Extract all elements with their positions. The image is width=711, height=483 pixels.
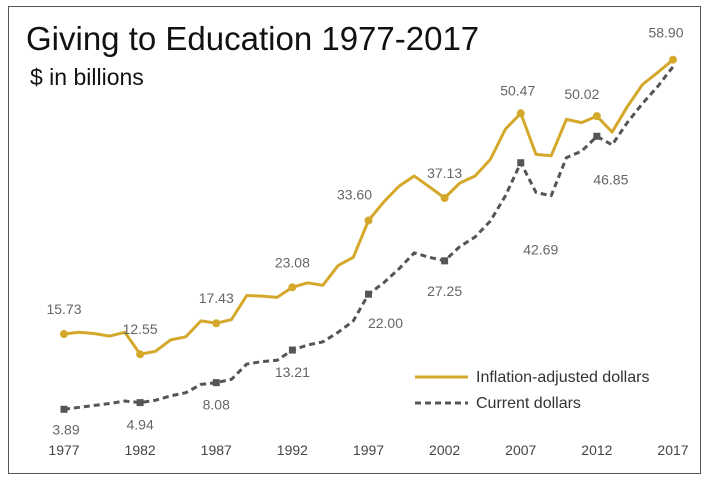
current-dollars-point bbox=[288, 346, 296, 354]
current-dollars-point bbox=[517, 159, 525, 167]
inflation-adjusted-point bbox=[288, 283, 297, 292]
inflation-adjusted-point bbox=[669, 55, 677, 64]
chart-title: Giving to Education 1977-2017 bbox=[26, 20, 480, 57]
legend-label: Inflation-adjusted dollars bbox=[476, 369, 649, 386]
legend: Inflation-adjusted dollars Current dollar… bbox=[415, 369, 649, 412]
current-dollars-data-label: 4.94 bbox=[127, 417, 154, 433]
inflation-adjusted-point bbox=[136, 350, 145, 359]
x-tick-label: 2002 bbox=[429, 442, 460, 458]
current-dollars-point bbox=[593, 132, 601, 140]
inflation-adjusted-point bbox=[364, 216, 373, 225]
series-points bbox=[60, 55, 677, 413]
current-dollars-point bbox=[441, 257, 449, 265]
inflation-adjusted-data-label: 15.73 bbox=[46, 301, 81, 317]
chart-frame bbox=[8, 6, 701, 474]
current-dollars-data-label: 8.08 bbox=[203, 397, 230, 413]
x-tick-label: 1992 bbox=[277, 442, 308, 458]
inflation-adjusted-point bbox=[516, 109, 525, 118]
current-dollars-data-label: 13.21 bbox=[275, 364, 310, 380]
current-dollars-data-label: 22.00 bbox=[368, 315, 403, 331]
current-dollars-point bbox=[212, 379, 220, 387]
inflation-adjusted-point bbox=[592, 112, 601, 121]
x-tick-label: 2007 bbox=[505, 442, 536, 458]
series-lines bbox=[63, 58, 675, 411]
current-dollars-point bbox=[136, 399, 144, 407]
inflation-adjusted-point bbox=[60, 330, 68, 339]
inflation-adjusted-point bbox=[440, 194, 449, 203]
x-tick-labels: 1977 1982 1987 1992 1997 2002 2007 2012 2017 bbox=[48, 442, 688, 458]
current-dollars-data-label: 42.69 bbox=[523, 242, 558, 258]
x-tick-label: 2012 bbox=[581, 442, 612, 458]
current-dollars-point bbox=[365, 290, 372, 298]
current-dollars-data-label: 3.89 bbox=[52, 421, 79, 437]
x-tick-label: 1982 bbox=[125, 442, 156, 458]
inflation-adjusted-data-label: 50.02 bbox=[564, 86, 599, 102]
inflation-adjusted-line bbox=[63, 58, 674, 356]
current-dollars-line bbox=[63, 65, 675, 411]
inflation-adjusted-data-label: 58.90 bbox=[648, 25, 683, 41]
current-dollars-data-label: 27.25 bbox=[427, 283, 462, 299]
inflation-adjusted-data-label: 12.55 bbox=[123, 321, 158, 337]
inflation-adjusted-data-label: 33.60 bbox=[337, 186, 372, 202]
inflation-adjusted-data-label: 23.08 bbox=[275, 254, 310, 270]
current-dollars-data-label: 46.85 bbox=[593, 171, 628, 187]
x-tick-label: 1997 bbox=[353, 442, 384, 458]
inflation-adjusted-data-label: 50.47 bbox=[500, 82, 535, 98]
legend-label: Current dollars bbox=[476, 395, 581, 412]
x-tick-label: 1987 bbox=[201, 442, 232, 458]
inflation-adjusted-point bbox=[212, 319, 221, 328]
x-tick-label: 2017 bbox=[657, 442, 688, 458]
x-tick-label: 1977 bbox=[48, 442, 79, 458]
inflation-adjusted-data-label: 37.13 bbox=[427, 165, 462, 181]
inflation-adjusted-data-label: 17.43 bbox=[199, 290, 234, 306]
current-dollars-point bbox=[60, 405, 68, 413]
chart-subtitle: $ in billions bbox=[30, 64, 144, 90]
data-labels: 15.73 12.55 17.43 23.08 33.60 37.13 50.47 50.02… bbox=[46, 25, 683, 438]
